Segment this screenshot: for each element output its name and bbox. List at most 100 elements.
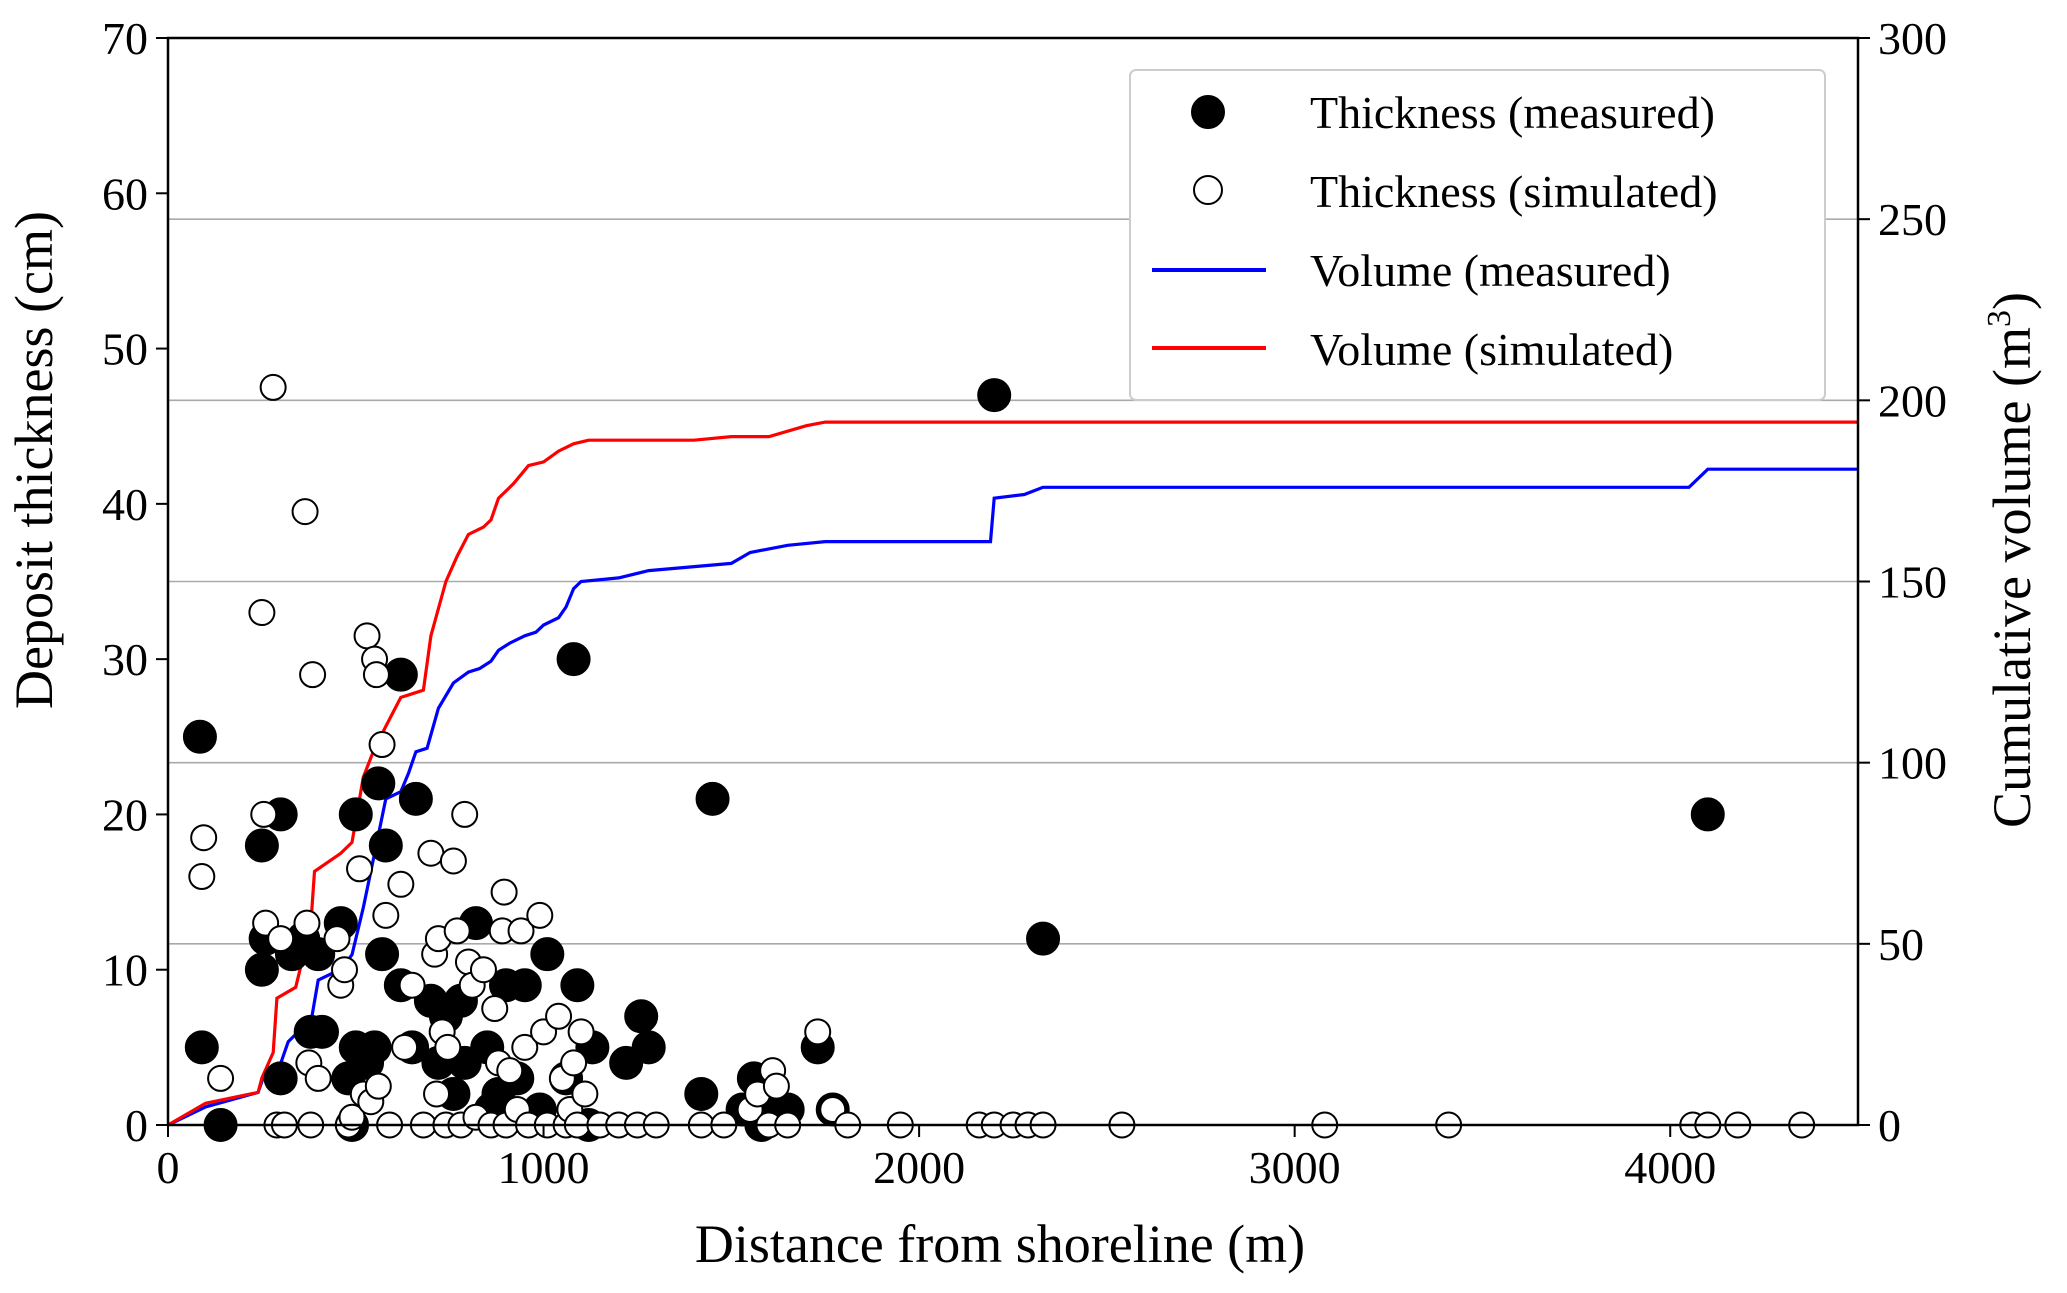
thickness-simulated-point [434, 1033, 462, 1061]
y-axis-right-label-superscript: 3 [1981, 310, 2018, 327]
thickness-simulated-point [353, 622, 381, 650]
thickness-simulated-point [560, 1049, 588, 1077]
thickness-measured-series [182, 378, 1725, 1142]
thickness-simulated-point [507, 917, 535, 945]
thickness-simulated-point [304, 1064, 332, 1092]
y-right-tick-label: 200 [1878, 375, 1947, 426]
thickness-measured-point [357, 1030, 392, 1065]
legend-box [1129, 69, 1826, 401]
y-right-tick-label: 0 [1878, 1100, 1901, 1151]
legend-label-volume-simulated: Volume (simulated) [1310, 324, 1673, 375]
x-axis: 0 1000 2000 3000 4000 [157, 1125, 1716, 1193]
thickness-simulated-point [511, 1033, 539, 1061]
y-right-tick-label: 300 [1878, 13, 1947, 64]
thickness-measured-point [368, 828, 403, 863]
thickness-simulated-point [248, 599, 276, 627]
y-tick-label: 10 [102, 945, 148, 996]
thickness-simulated-point [372, 901, 400, 929]
thickness-simulated-point [323, 925, 351, 953]
y-tick-label: 50 [102, 324, 148, 375]
thickness-measured-point [624, 999, 659, 1034]
thickness-simulated-point [364, 1072, 392, 1100]
thickness-simulated-point [762, 1072, 790, 1100]
y-axis-right: 0 50 100 150 200 250 300 [1858, 13, 1947, 1151]
x-tick-label: 2000 [873, 1142, 965, 1193]
y-tick-label: 70 [102, 13, 148, 64]
x-tick-label: 3000 [1249, 1142, 1341, 1193]
thickness-measured-point [631, 1030, 666, 1065]
x-axis-label: Distance from shoreline (m) [695, 1214, 1305, 1274]
thickness-measured-point [560, 968, 595, 1003]
volume-measured-line [167, 467, 1858, 1127]
y-axis-left: 0 10 20 30 40 50 60 70 [102, 13, 168, 1151]
thickness-measured-point [1690, 797, 1725, 832]
thickness-simulated-point [469, 956, 497, 984]
legend: Thickness (measured) Thickness (simulate… [1129, 69, 1826, 401]
volume-simulated-line [167, 420, 1858, 1127]
thickness-simulated-point [439, 847, 467, 875]
thickness-simulated-point [387, 870, 415, 898]
thickness-measured-point [182, 719, 217, 754]
thickness-simulated-point [190, 824, 218, 852]
thickness-measured-point [263, 1061, 298, 1096]
legend-label-thickness-measured: Thickness (measured) [1310, 87, 1715, 138]
thickness-measured-point [530, 937, 565, 972]
thickness-simulated-point [391, 1033, 419, 1061]
x-tick-label: 4000 [1624, 1142, 1716, 1193]
y-tick-label: 60 [102, 168, 148, 219]
thickness-simulated-point [443, 917, 471, 945]
thickness-simulated-point [267, 925, 295, 953]
thickness-simulated-point [362, 661, 390, 689]
thickness-simulated-point [526, 901, 554, 929]
thickness-simulated-point [496, 1057, 524, 1085]
legend-marker-thickness-measured [1191, 95, 1225, 129]
thickness-simulated-point [398, 971, 426, 999]
y-right-tick-label: 250 [1878, 194, 1947, 245]
legend-label-volume-measured: Volume (measured) [1310, 245, 1671, 296]
thickness-measured-point [1026, 921, 1061, 956]
thickness-measured-point [304, 1014, 339, 1049]
y-tick-label: 0 [125, 1100, 148, 1151]
thickness-simulated-point [207, 1064, 235, 1092]
thickness-measured-point [507, 968, 542, 1003]
thickness-simulated-point [250, 800, 278, 828]
thickness-simulated-point [417, 839, 445, 867]
thickness-simulated-point [481, 995, 509, 1023]
thickness-simulated-point [567, 1018, 595, 1046]
y-axis-right-label: Cumulative volume (m3) [1981, 292, 2042, 828]
y-axis-right-label-text: Cumulative volume (m [1982, 327, 2042, 828]
legend-label-thickness-simulated: Thickness (simulated) [1310, 166, 1718, 217]
thickness-measured-point [361, 766, 396, 801]
thickness-measured-point [977, 378, 1012, 413]
thickness-simulated-point [571, 1080, 599, 1108]
thickness-simulated-point [259, 373, 287, 401]
thickness-measured-point [365, 937, 400, 972]
thickness-simulated-point [423, 1080, 451, 1108]
y-right-tick-label: 50 [1878, 919, 1924, 970]
y-axis-right-label-close: ) [1982, 292, 2042, 310]
thickness-simulated-point [545, 1002, 573, 1030]
thickness-simulated-point [338, 1103, 366, 1131]
thickness-simulated-point [299, 661, 327, 689]
thickness-measured-point [695, 781, 730, 816]
thickness-simulated-point [451, 800, 479, 828]
thickness-measured-point [244, 952, 279, 987]
thickness-measured-point [338, 797, 373, 832]
thickness-simulated-point [188, 863, 216, 891]
thickness-simulated-point [490, 878, 518, 906]
thickness-measured-point [398, 781, 433, 816]
y-tick-label: 40 [102, 479, 148, 530]
thickness-measured-point [684, 1076, 719, 1111]
y-right-tick-label: 150 [1878, 557, 1947, 608]
thickness-simulated-point [804, 1018, 832, 1046]
y-axis-label: Deposit thickness (cm) [4, 211, 64, 709]
thickness-simulated-point [293, 909, 321, 937]
thickness-simulated-point [291, 498, 319, 526]
thickness-measured-point [556, 642, 591, 677]
y-tick-label: 20 [102, 789, 148, 840]
volume-series [167, 420, 1858, 1127]
thickness-simulated-series [188, 373, 1816, 1139]
legend-marker-thickness-simulated [1193, 175, 1223, 205]
thickness-measured-point [244, 828, 279, 863]
